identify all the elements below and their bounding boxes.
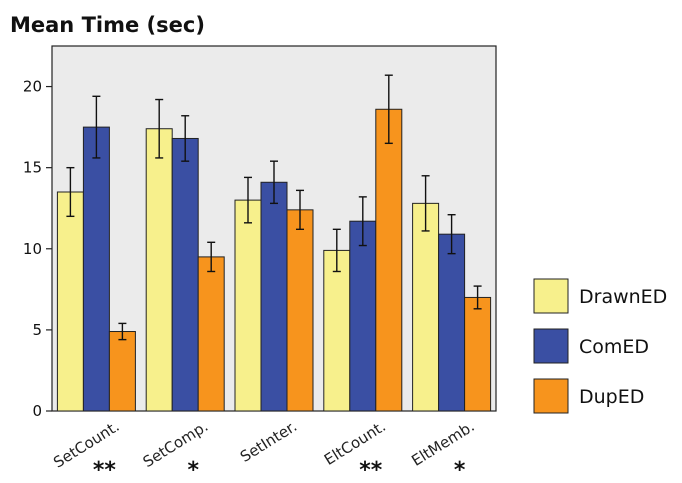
bar-drawned-4 bbox=[412, 202, 440, 412]
y-tick-label: 5 bbox=[32, 321, 42, 339]
chart-title: Mean Time (sec) bbox=[10, 13, 205, 37]
y-tick-label: 0 bbox=[32, 402, 42, 420]
bar-drawned-1 bbox=[145, 128, 173, 412]
significance-marker: ** bbox=[359, 458, 383, 483]
significance-marker: ** bbox=[93, 458, 117, 483]
legend-label-duped: DupED bbox=[579, 386, 644, 408]
bar-comed-4 bbox=[438, 233, 466, 412]
x-category-label: EltMemb. bbox=[408, 417, 477, 470]
category-labels: SetCount.** SetComp.*SetInter. EltCount.**… bbox=[50, 417, 477, 483]
legend-swatch-drawned bbox=[533, 278, 569, 314]
x-category-label: SetComp. bbox=[140, 417, 212, 471]
legend-label-comed: ComED bbox=[579, 336, 649, 358]
bar-comed-0 bbox=[82, 126, 110, 412]
bar-duped-3 bbox=[375, 108, 403, 412]
bar-comed-1 bbox=[171, 137, 199, 412]
legend-label-drawned: DrawnED bbox=[579, 286, 667, 308]
legend-swatch-duped bbox=[533, 378, 569, 414]
bars bbox=[56, 74, 492, 412]
legend-swatch-comed bbox=[533, 328, 569, 364]
bar-drawned-2 bbox=[234, 199, 262, 412]
legend: DrawnED ComED DupED bbox=[533, 278, 667, 414]
bar-drawned-0 bbox=[56, 191, 84, 412]
x-category-label: SetInter. bbox=[237, 417, 300, 466]
bar-duped-1 bbox=[197, 256, 225, 412]
bar-duped-0 bbox=[108, 331, 136, 412]
significance-marker: * bbox=[454, 458, 466, 483]
y-tick-label: 20 bbox=[23, 78, 42, 96]
y-axis: 0 5 10 15 20 bbox=[23, 78, 52, 420]
y-tick-label: 15 bbox=[23, 159, 42, 177]
bar-duped-4 bbox=[464, 296, 492, 412]
y-tick-label: 10 bbox=[23, 240, 42, 258]
bar-comed-3 bbox=[349, 220, 377, 412]
bar-duped-2 bbox=[286, 209, 314, 412]
significance-marker: * bbox=[187, 458, 199, 483]
bar-drawned-3 bbox=[323, 249, 351, 412]
bar-comed-2 bbox=[260, 181, 288, 412]
